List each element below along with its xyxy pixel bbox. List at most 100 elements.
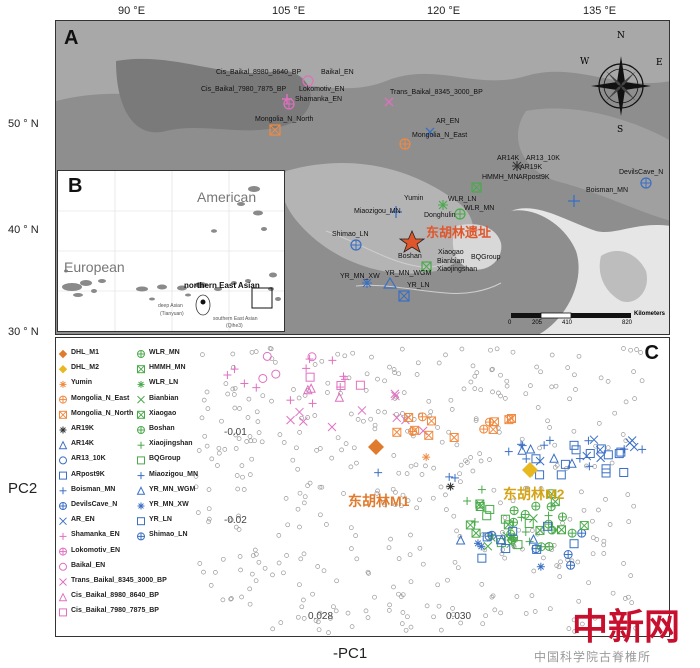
reference-sample-point: [222, 447, 228, 452]
reference-sample-point: [237, 554, 243, 559]
reference-sample-point: [294, 445, 299, 451]
legend-entry: AR19K: [71, 425, 94, 432]
reference-sample-point: [448, 397, 454, 403]
population-sample-point: [418, 426, 428, 436]
population-sample-point: [551, 525, 561, 535]
legend-entry: Lokomotiv_EN: [71, 546, 121, 554]
population-sample-point: [240, 379, 249, 388]
reference-sample-point: [629, 600, 635, 605]
reference-sample-point: [496, 429, 502, 435]
reference-sample-point: [392, 370, 397, 375]
population-sample-point: [417, 412, 427, 422]
population-sample-point: [535, 470, 545, 480]
legend-entry: Shamanka_EN: [71, 531, 120, 539]
reference-sample-point: [375, 376, 380, 382]
panel-label-b: B: [68, 175, 83, 197]
reference-sample-point: [391, 453, 397, 458]
reference-sample-point: [452, 559, 458, 565]
site-label: HMMH_MN: [482, 174, 519, 181]
reference-sample-point: [478, 458, 484, 464]
reference-sample-point: [446, 429, 452, 435]
site-label: Donghulin: [424, 212, 456, 219]
reference-sample-point: [252, 438, 257, 444]
reference-sample-point: [628, 347, 633, 353]
reference-sample-point: [408, 624, 414, 630]
legend-symbol: [137, 472, 145, 480]
reference-sample-point: [531, 568, 537, 574]
population-sample-point: [392, 413, 402, 423]
legend-entry: YR_MN_XW: [149, 501, 189, 508]
legend-entry: AR14K: [71, 440, 94, 448]
legend-entry: Boisman_MN: [71, 485, 116, 493]
reference-sample-point: [285, 522, 291, 528]
reference-sample-point: [252, 547, 258, 553]
legend-entry: HMMH_MN: [149, 364, 186, 372]
reference-sample-point: [195, 510, 201, 515]
site-label: Lokomotiv_EN: [299, 86, 345, 93]
reference-sample-point: [529, 528, 535, 533]
reference-sample-point: [468, 379, 474, 385]
reference-sample-point: [438, 627, 444, 633]
reference-sample-point: [374, 490, 380, 496]
population-sample-point: [446, 482, 455, 491]
population-sample-point: [544, 541, 554, 551]
population-sample-point: [616, 447, 626, 457]
reference-sample-point: [417, 545, 423, 551]
reference-sample-point: [393, 489, 398, 495]
reference-sample-point: [297, 524, 302, 530]
reference-sample-point: [301, 500, 307, 506]
reference-sample-point: [451, 612, 456, 617]
reference-sample-point: [472, 373, 478, 379]
site-label: Xiaogao: [438, 249, 464, 256]
reference-sample-point: [436, 603, 442, 609]
legend-symbol: [59, 578, 67, 586]
reference-sample-point: [206, 487, 212, 492]
reference-sample-point: [193, 484, 199, 490]
reference-sample-point: [247, 434, 253, 439]
reference-sample-point: [387, 364, 392, 370]
population-sample-point: [470, 517, 479, 526]
reference-sample-point: [523, 611, 529, 616]
population-sample-point: [556, 470, 566, 480]
scale-tick-820: 820: [622, 320, 633, 326]
reference-sample-point: [236, 436, 242, 441]
reference-sample-point: [478, 387, 484, 393]
site-label: AR_EN: [436, 118, 460, 125]
population-sample-point: [601, 468, 611, 478]
population-sample-point: [357, 406, 367, 415]
population-sample-point: [582, 451, 592, 461]
reference-sample-point: [206, 506, 212, 512]
legend-symbol: [137, 395, 145, 404]
reference-sample-point: [572, 629, 578, 634]
reference-sample-point: [250, 553, 256, 558]
reference-sample-point: [601, 551, 607, 556]
population-sample-point: [569, 440, 579, 450]
reference-sample-point: [396, 470, 402, 476]
reference-sample-point: [572, 372, 577, 378]
reference-sample-point: [348, 464, 354, 470]
reference-sample-point: [249, 571, 255, 577]
reference-sample-point: [353, 533, 358, 538]
reference-sample-point: [581, 507, 587, 513]
reference-sample-point: [296, 395, 302, 401]
population-sample-point: [589, 435, 599, 445]
population-sample-point: [328, 356, 337, 365]
reference-sample-point: [394, 411, 399, 417]
reference-sample-point: [616, 622, 621, 627]
reference-sample-point: [435, 425, 440, 430]
site-label: Bianbian: [437, 258, 465, 265]
compass-south: S: [617, 125, 624, 135]
reference-sample-point: [454, 528, 459, 534]
reference-sample-point: [408, 463, 414, 469]
reference-sample-point: [445, 577, 450, 583]
population-sample-point: [584, 436, 593, 445]
population-sample-point: [496, 534, 507, 545]
coord-label-30n: 30 ° N: [8, 326, 39, 338]
coord-label-120e: 120 °E: [427, 5, 461, 17]
reference-sample-point: [523, 391, 529, 397]
site-markers: [269, 75, 652, 302]
population-sample-point: [596, 453, 605, 463]
reference-sample-point: [494, 346, 500, 352]
reference-sample-point: [598, 375, 604, 381]
reference-sample-point: [396, 591, 401, 597]
